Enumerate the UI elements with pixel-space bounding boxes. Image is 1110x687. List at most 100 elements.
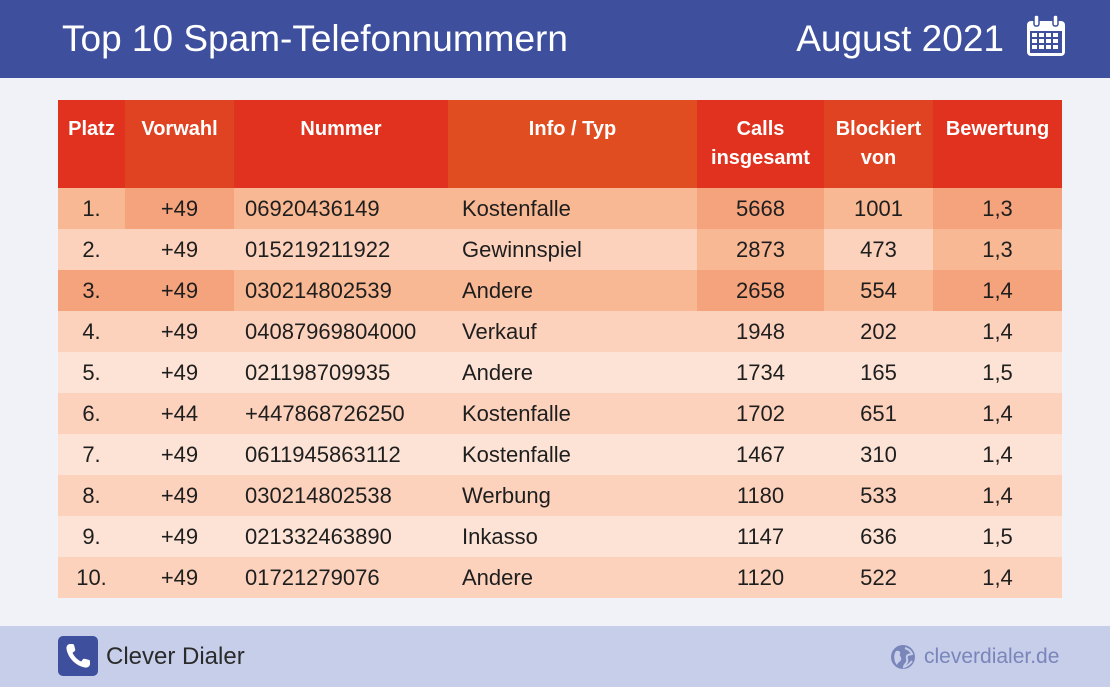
table-row: 2. +49 015219211922 Gewinnspiel 2873 473 1,3 [58, 229, 1062, 270]
cell-number: 030214802538 [234, 475, 448, 516]
cell-calls: 1180 [697, 475, 824, 516]
cell-blocked: 473 [824, 229, 933, 270]
header-area-code-text: Vorwahl [141, 118, 218, 140]
cell-area-code: +49 [125, 475, 234, 516]
header-number: Nummer [234, 100, 448, 188]
table-row: 9. +49 021332463890 Inkasso 1147 636 1,5 [58, 516, 1062, 557]
table-row: 6. +44 +447868726250 Kostenfalle 1702 651 1,4 [58, 393, 1062, 434]
cell-rank: 8. [58, 475, 125, 516]
cell-number: 04087969804000 [234, 311, 448, 352]
page-title: Top 10 Spam-Telefonnummern [62, 18, 568, 59]
cell-rank: 1. [58, 188, 125, 229]
cell-rank: 7. [58, 434, 125, 475]
calendar-icon [1027, 14, 1065, 56]
cell-number: 021198709935 [234, 352, 448, 393]
table-row: 3. +49 030214802539 Andere 2658 554 1,4 [58, 270, 1062, 311]
cell-calls: 2873 [697, 229, 824, 270]
header-number-text: Nummer [300, 118, 382, 140]
cell-area-code: +49 [125, 516, 234, 557]
table-row: 1. +49 06920436149 Kostenfalle 5668 1001 1,3 [58, 188, 1062, 229]
table-row: 5. +49 021198709935 Andere 1734 165 1,5 [58, 352, 1062, 393]
cell-info: Andere [448, 557, 697, 598]
cell-calls: 1467 [697, 434, 824, 475]
cell-blocked: 165 [824, 352, 933, 393]
cell-blocked: 522 [824, 557, 933, 598]
cell-area-code: +49 [125, 229, 234, 270]
header-info: Info / Typ [448, 100, 697, 188]
cell-rank: 9. [58, 516, 125, 557]
cell-number: 030214802539 [234, 270, 448, 311]
footer-bar: Clever Dialer cleverdialer.de [0, 626, 1110, 687]
cell-rating: 1,4 [933, 270, 1062, 311]
cell-blocked: 310 [824, 434, 933, 475]
table-body: 1. +49 06920436149 Kostenfalle 5668 1001 1,3 2.… [58, 188, 1062, 598]
header-area-code: Vorwahl [125, 100, 234, 188]
cell-blocked: 636 [824, 516, 933, 557]
cell-rating: 1,4 [933, 475, 1062, 516]
cell-rating: 1,4 [933, 393, 1062, 434]
header-rating-text: Bewertung [945, 118, 1050, 140]
table-row: 7. +49 0611945863112 Kostenfalle 1467 310 1,4 [58, 434, 1062, 475]
table-header-row: Platz Vorwahl Nummer Info / Typ Calls insgesa… [58, 100, 1062, 188]
brand-name: Clever Dialer [106, 643, 245, 670]
cell-rating: 1,3 [933, 188, 1062, 229]
cell-number: 01721279076 [234, 557, 448, 598]
cell-blocked: 651 [824, 393, 933, 434]
cell-rank: 2. [58, 229, 125, 270]
cell-calls: 2658 [697, 270, 824, 311]
cell-number: 015219211922 [234, 229, 448, 270]
cell-rank: 5. [58, 352, 125, 393]
cell-blocked: 533 [824, 475, 933, 516]
header-blocked: Blockiert von [824, 100, 933, 188]
cell-rating: 1,4 [933, 311, 1062, 352]
cell-calls: 1948 [697, 311, 824, 352]
cell-number: +447868726250 [234, 393, 448, 434]
table-row: 10. +49 01721279076 Andere 1120 522 1,4 [58, 557, 1062, 598]
table-row: 4. +49 04087969804000 Verkauf 1948 202 1,4 [58, 311, 1062, 352]
cell-info: Werbung [448, 475, 697, 516]
cell-rating: 1,5 [933, 352, 1062, 393]
cell-info: Gewinnspiel [448, 229, 697, 270]
cell-blocked: 554 [824, 270, 933, 311]
header-rating: Bewertung [933, 100, 1062, 188]
cell-calls: 5668 [697, 188, 824, 229]
website-link[interactable]: cleverdialer.de [924, 645, 1060, 668]
spam-table: Platz Vorwahl Nummer Info / Typ Calls insgesa… [58, 100, 1062, 598]
cell-blocked: 202 [824, 311, 933, 352]
cell-area-code: +49 [125, 557, 234, 598]
cell-area-code: +49 [125, 352, 234, 393]
cell-calls: 1702 [697, 393, 824, 434]
cell-rank: 6. [58, 393, 125, 434]
cell-rating: 1,4 [933, 434, 1062, 475]
cell-info: Kostenfalle [448, 393, 697, 434]
cell-area-code: +49 [125, 270, 234, 311]
cell-info: Kostenfalle [448, 188, 697, 229]
cell-number: 021332463890 [234, 516, 448, 557]
cell-area-code: +49 [125, 311, 234, 352]
cell-info: Andere [448, 270, 697, 311]
cell-number: 0611945863112 [234, 434, 448, 475]
cell-rating: 1,4 [933, 557, 1062, 598]
cell-info: Inkasso [448, 516, 697, 557]
cell-area-code: +49 [125, 434, 234, 475]
cell-rank: 10. [58, 557, 125, 598]
cell-calls: 1120 [697, 557, 824, 598]
header-bar: Top 10 Spam-Telefonnummern August 2021 [0, 0, 1110, 78]
cell-rating: 1,5 [933, 516, 1062, 557]
cell-number: 06920436149 [234, 188, 448, 229]
header-rank: Platz [58, 100, 125, 188]
globe-icon [891, 645, 915, 669]
header-info-text: Info / Typ [528, 118, 617, 140]
table-row: 8. +49 030214802538 Werbung 1180 533 1,4 [58, 475, 1062, 516]
cell-area-code: +44 [125, 393, 234, 434]
header-rank-text: Platz [68, 118, 115, 140]
header-calls-text: insgesamt [711, 147, 810, 169]
cell-info: Andere [448, 352, 697, 393]
cell-area-code: +49 [125, 188, 234, 229]
header-blocked-text: Blockiert [835, 118, 922, 140]
header-calls-text: Calls [736, 118, 785, 140]
header-calls: Calls insgesamt [697, 100, 824, 188]
cell-rating: 1,3 [933, 229, 1062, 270]
cell-rank: 4. [58, 311, 125, 352]
date-label: August 2021 [796, 18, 1004, 59]
